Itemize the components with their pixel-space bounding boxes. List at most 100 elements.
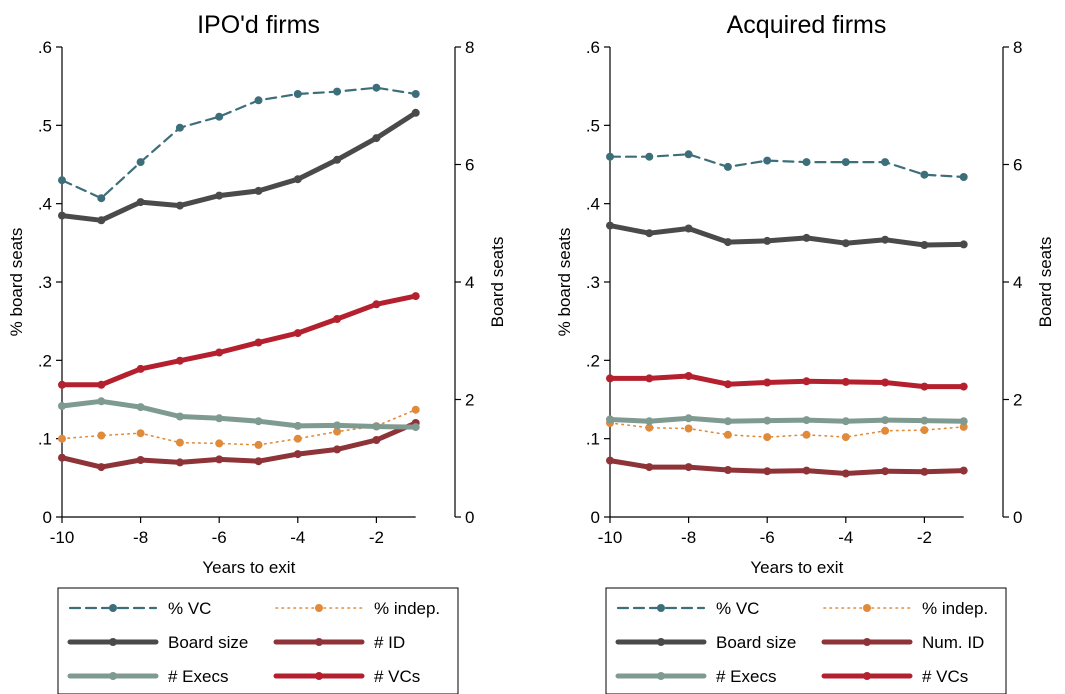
- y-left-tick-label: .5: [38, 116, 52, 135]
- x-tick-label: -4: [838, 528, 853, 547]
- legend-marker-vcs: [863, 672, 871, 680]
- data-point-vcs: [920, 382, 929, 391]
- data-point-board_size: [723, 238, 732, 247]
- legend-label-vcs: # VCs: [374, 667, 420, 686]
- legend-label-pct_indep: % indep.: [374, 599, 440, 618]
- legend: % VC % indep. Board size # ID # Execs # VCs: [57, 587, 459, 694]
- data-point-pct_indep: [920, 426, 929, 435]
- data-point-pct_indep: [293, 434, 302, 443]
- legend-label-pct_vc: % VC: [716, 599, 759, 618]
- series-execs: [58, 397, 420, 432]
- data-point-pct_vc: [97, 194, 106, 203]
- y-left-tick-label: 0: [43, 508, 52, 527]
- x-tick-label: -10: [50, 528, 75, 547]
- y-right-tick-label: 4: [1013, 273, 1022, 292]
- y-right-axis-title: Board seats: [488, 237, 507, 328]
- x-axis-title: Years to exit: [202, 558, 295, 577]
- legend-marker-pct_vc: [109, 604, 117, 612]
- series-line-pct_indep: [609, 422, 965, 438]
- series-vcs: [606, 372, 968, 391]
- data-point-vcs: [97, 380, 106, 389]
- data-point-pct_vc: [723, 162, 732, 171]
- data-point-pct_vc: [920, 170, 929, 179]
- data-point-pct_indep: [215, 439, 224, 448]
- data-point-pct_indep: [959, 422, 968, 431]
- data-point-vcs: [841, 377, 850, 386]
- data-point-num_id: [215, 455, 224, 464]
- data-point-vcs: [372, 300, 381, 309]
- data-point-board_size: [645, 229, 654, 238]
- data-point-num_id: [881, 467, 890, 476]
- y-right-tick-label: 6: [465, 156, 474, 175]
- y-right-axis-title: Board seats: [1036, 237, 1055, 328]
- data-point-pct_vc: [293, 90, 302, 98]
- data-point-pct_vc: [841, 158, 850, 167]
- data-point-num_id: [254, 457, 263, 466]
- data-point-pct_indep: [136, 429, 145, 438]
- data-point-execs: [723, 417, 732, 426]
- data-point-num_id: [920, 467, 929, 476]
- data-point-board_size: [606, 221, 614, 230]
- panel-title: Acquired firms: [727, 11, 887, 39]
- data-point-vcs: [881, 378, 890, 387]
- data-point-vcs: [684, 372, 693, 380]
- data-point-pct_indep: [645, 423, 654, 432]
- data-point-vcs: [606, 374, 614, 383]
- y-left-tick-label: .5: [586, 116, 600, 135]
- legend-marker-pct_indep: [315, 604, 323, 612]
- legend-label-num_id: # ID: [374, 633, 405, 652]
- chart-panel-1: IPO'd firms 0 .1 .2 .3 .4 .5 .6 0 2 4 6 8 -10 -8 -6 -4 -2…: [7, 11, 507, 694]
- data-point-board_size: [881, 235, 890, 244]
- data-point-pct_indep: [802, 430, 811, 439]
- data-point-vcs: [802, 377, 811, 386]
- data-point-num_id: [841, 469, 850, 478]
- y-right-tick-label: 4: [465, 273, 474, 292]
- x-tick-label: -2: [369, 528, 384, 547]
- legend-marker-num_id: [315, 638, 323, 646]
- x-axis-title: Years to exit: [750, 558, 843, 577]
- data-point-vcs: [333, 315, 342, 323]
- data-point-pct_indep: [684, 424, 693, 433]
- data-point-pct_vc: [763, 156, 772, 165]
- x-tick-label: -4: [290, 528, 305, 547]
- series-line-execs: [607, 415, 967, 424]
- series-line-board_size: [59, 110, 419, 223]
- y-right-tick-label: 2: [1013, 391, 1022, 410]
- chart-panel-2: Acquired firms 0 .1 .2 .3 .4 .5 .6 0 2 4 6 8 -10 -8 -6 -…: [555, 11, 1055, 694]
- data-point-execs: [254, 417, 263, 426]
- y-left-tick-label: .6: [38, 38, 52, 57]
- y-left-tick-label: .1: [38, 430, 52, 449]
- data-point-execs: [293, 421, 302, 430]
- y-right-tick-label: 0: [465, 508, 474, 527]
- data-point-pct_vc: [333, 87, 342, 96]
- series-num_id: [58, 419, 420, 472]
- y-left-tick-label: .6: [586, 38, 600, 57]
- legend-label-board_size: Board size: [168, 633, 248, 652]
- legend-label-execs: # Execs: [168, 667, 228, 686]
- data-point-num_id: [802, 466, 811, 475]
- data-point-pct_vc: [254, 96, 263, 105]
- data-point-execs: [920, 416, 929, 425]
- data-point-vcs: [645, 374, 654, 383]
- data-point-pct_vc: [215, 112, 224, 121]
- data-point-pct_indep: [763, 433, 772, 442]
- legend-marker-execs: [109, 672, 117, 680]
- data-point-pct_vc: [959, 173, 968, 181]
- data-point-pct_indep: [254, 440, 263, 449]
- x-tick-label: -10: [598, 528, 623, 547]
- x-tick-label: -6: [760, 528, 775, 547]
- series-pct_vc: [58, 83, 420, 203]
- data-point-pct_indep: [881, 426, 890, 435]
- series-line-board_size: [607, 223, 967, 248]
- series-execs: [606, 414, 968, 426]
- data-point-num_id: [97, 463, 106, 472]
- data-point-board_size: [254, 186, 263, 195]
- legend-label-pct_vc: % VC: [168, 599, 211, 618]
- data-point-execs: [684, 414, 693, 423]
- data-point-vcs: [723, 380, 732, 389]
- legend: % VC % indep. Board size Num. ID # Execs # VC…: [605, 587, 1007, 694]
- y-right-tick-label: 2: [465, 391, 474, 410]
- data-point-execs: [58, 402, 66, 410]
- data-point-execs: [802, 416, 811, 425]
- data-point-vcs: [175, 356, 184, 365]
